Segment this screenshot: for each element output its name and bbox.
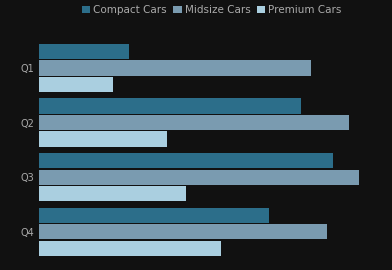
Bar [39, 208, 269, 223]
Bar [39, 77, 113, 92]
Bar [39, 115, 349, 130]
Bar [39, 241, 221, 256]
Bar [39, 186, 186, 201]
Bar [39, 170, 359, 185]
Bar [39, 131, 167, 147]
Legend: Compact Cars, Midsize Cars, Premium Cars: Compact Cars, Midsize Cars, Premium Cars [78, 1, 346, 20]
Bar [39, 60, 311, 76]
Bar [39, 224, 327, 239]
Bar [39, 153, 333, 168]
Bar [39, 44, 129, 59]
Bar [39, 99, 301, 114]
